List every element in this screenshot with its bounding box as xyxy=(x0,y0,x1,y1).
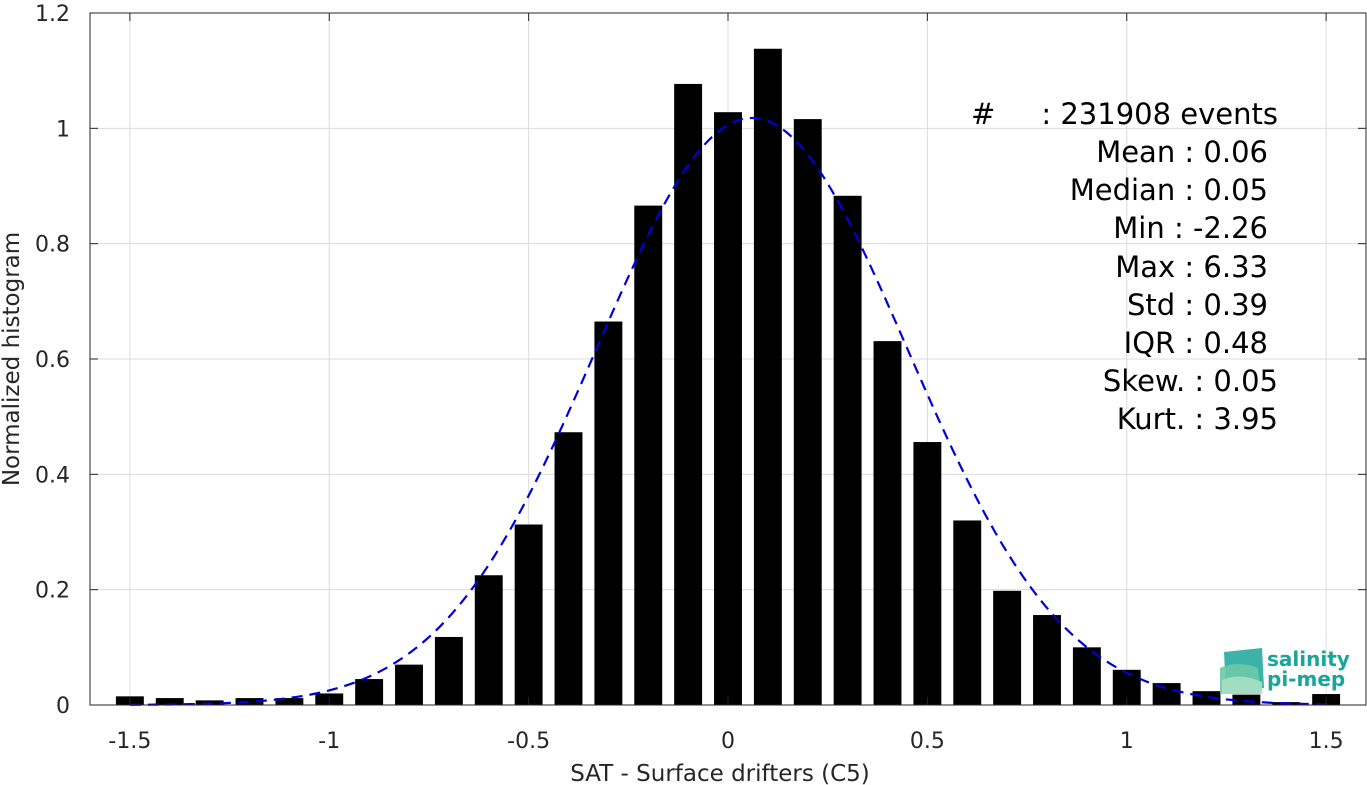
stat-kurt: Kurt. : 3.95 xyxy=(1117,402,1278,436)
stat-max: Max : 6.33 xyxy=(1115,250,1268,284)
gaussian-fit-curve xyxy=(129,116,1327,706)
stat-median: Median : 0.05 xyxy=(1070,173,1268,207)
stat-count-number: 231908 events xyxy=(1060,97,1278,131)
y-axis-title: Normalized histogram xyxy=(0,232,25,486)
x-tick-label: 0.5 xyxy=(910,729,945,754)
histogram-bar xyxy=(634,205,663,705)
histogram-bar xyxy=(753,48,782,705)
stats-box: # : 231908 events Mean : 0.06 Median : 0… xyxy=(971,97,1278,436)
histogram-bar xyxy=(275,698,304,705)
stat-skew: Skew. : 0.05 xyxy=(1103,364,1278,398)
x-tick-label: 1 xyxy=(1120,729,1134,754)
x-axis-title: SAT - Surface drifters (C5) xyxy=(570,761,870,785)
histogram-bar xyxy=(554,432,583,705)
histogram-bar xyxy=(1152,683,1181,705)
histogram-bar xyxy=(434,636,463,705)
y-tick-label: 0.8 xyxy=(35,233,70,258)
histogram-bar xyxy=(594,321,623,705)
wave-logo-icon xyxy=(1220,648,1264,694)
stat-mean: Mean : 0.06 xyxy=(1096,135,1268,169)
stat-count-label: # xyxy=(971,97,995,131)
x-tick-label: -0.5 xyxy=(507,729,550,754)
y-tick-label: 0 xyxy=(56,694,70,719)
histogram-bar xyxy=(1072,647,1101,705)
stat-std: Std : 0.39 xyxy=(1127,288,1268,322)
histogram-bar xyxy=(474,575,503,705)
logo-text-pimep: pi-mep xyxy=(1267,667,1345,691)
y-tick-label: 0.2 xyxy=(35,579,70,604)
x-tick-label: 1.5 xyxy=(1309,729,1344,754)
stat-count-value: : 231908 events xyxy=(1041,97,1278,131)
histogram-bar xyxy=(833,195,862,705)
y-tick-label: 0.4 xyxy=(35,463,70,488)
histogram-bar xyxy=(1232,694,1261,705)
stat-count-sep: : xyxy=(1041,97,1051,131)
histogram-bar xyxy=(993,590,1022,705)
histogram-bar xyxy=(913,442,942,705)
salinity-pimep-logo: salinity pi-mep xyxy=(1220,647,1350,694)
histogram-bar xyxy=(235,698,264,705)
x-tick-label: -1 xyxy=(318,729,340,754)
x-tick-label: -1.5 xyxy=(108,729,151,754)
histogram-bar xyxy=(674,83,703,706)
histogram-bar xyxy=(793,119,822,705)
histogram-bars xyxy=(115,48,1341,706)
histogram-bar xyxy=(355,679,384,705)
stat-iqr: IQR : 0.48 xyxy=(1124,326,1268,360)
logo-text-salinity: salinity xyxy=(1267,647,1350,671)
histogram-bar xyxy=(953,520,982,705)
x-tick-label: 0 xyxy=(721,729,735,754)
histogram-bar xyxy=(514,524,543,705)
axis-ticks xyxy=(90,12,1366,706)
y-tick-label: 1.2 xyxy=(35,2,70,27)
histogram-bar xyxy=(1033,615,1061,705)
histogram-bar xyxy=(395,664,423,705)
histogram-bar xyxy=(155,698,184,705)
y-tick-label: 0.6 xyxy=(35,348,70,373)
y-tick-labels: 0 0.2 0.4 0.6 0.8 1 1.2 xyxy=(35,2,70,719)
x-tick-labels: -1.5 -1 -0.5 0 0.5 1 1.5 xyxy=(108,729,1343,754)
y-tick-label: 1 xyxy=(56,117,70,142)
stat-min: Min : -2.26 xyxy=(1113,211,1268,245)
histogram-bar xyxy=(873,341,902,705)
histogram-bar xyxy=(714,112,742,706)
